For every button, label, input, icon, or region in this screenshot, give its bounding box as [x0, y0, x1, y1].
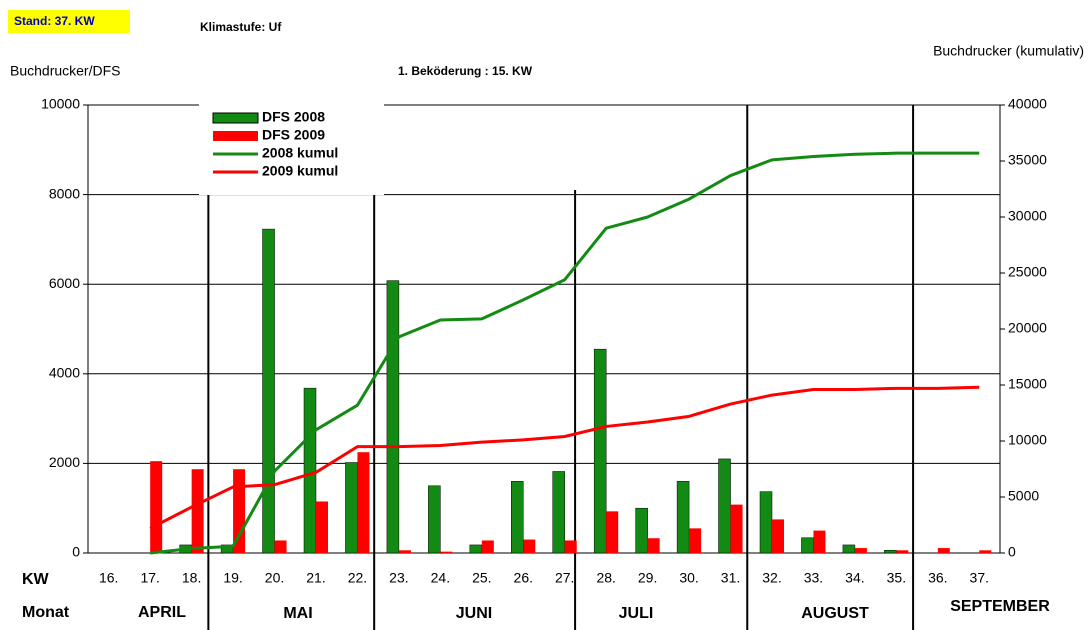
x-tick-label: 32.: [762, 570, 781, 586]
bar: [801, 537, 814, 554]
x-tick-label: 20.: [265, 570, 284, 586]
y2-tick-label: 5000: [1008, 488, 1039, 504]
bar: [345, 462, 358, 554]
legend-swatch: [212, 112, 259, 124]
y-tick-label: 10000: [41, 96, 80, 112]
bar: [481, 540, 494, 553]
x-tick-label: 21.: [306, 570, 325, 586]
bar: [854, 548, 867, 553]
month-name: JULI: [619, 605, 654, 622]
bar: [593, 348, 607, 554]
bar: [759, 491, 773, 554]
bar: [842, 544, 856, 554]
bar: [386, 280, 400, 554]
y-tick-label: 8000: [49, 185, 80, 201]
x-tick-label: 29.: [638, 570, 657, 586]
legend-label: DFS 2009: [262, 127, 325, 143]
bar: [191, 469, 204, 553]
bar: [150, 461, 163, 553]
bar: [552, 471, 565, 554]
bar: [303, 387, 317, 554]
bar: [884, 550, 897, 554]
bar: [357, 452, 370, 553]
legend-label: 2008 kumul: [262, 145, 338, 161]
bar: [274, 540, 287, 553]
x-tick-label: 17.: [140, 570, 159, 586]
y2-tick-label: 15000: [1008, 376, 1047, 392]
month-name: MAI: [283, 605, 312, 622]
bar: [564, 540, 577, 553]
y2-tick-label: 10000: [1008, 432, 1047, 448]
y2-tick-label: 0: [1008, 544, 1016, 560]
y2-tick-label: 35000: [1008, 152, 1047, 168]
legend-label: DFS 2008: [262, 109, 325, 125]
bar: [523, 539, 536, 553]
month-name: APRIL: [138, 604, 186, 621]
bar: [469, 544, 483, 554]
y-axis-label: Buchdrucker/DFS: [10, 63, 120, 79]
subtitle: 1. Beköderung : 15. KW: [398, 64, 533, 78]
stand: Stand: 37. KW: [14, 14, 95, 28]
bar: [440, 551, 453, 553]
bar: [606, 511, 619, 553]
kw-label: KW: [22, 571, 50, 588]
bar: [428, 485, 441, 554]
y-tick-label: 2000: [49, 454, 80, 470]
x-tick-label: 35.: [887, 570, 906, 586]
month-name: SEPTEMBER: [950, 598, 1050, 615]
x-tick-label: 26.: [514, 570, 533, 586]
bar: [896, 550, 909, 553]
y2-tick-label: 40000: [1008, 96, 1047, 112]
bar: [398, 550, 411, 553]
bar: [718, 458, 731, 554]
x-tick-label: 16.: [99, 570, 118, 586]
x-tick-label: 23.: [389, 570, 408, 586]
bar: [772, 519, 784, 553]
x-tick-label: 22.: [348, 570, 367, 586]
stand-box: [8, 10, 130, 33]
month-name: JUNI: [456, 605, 492, 622]
x-tick-label: 25.: [472, 570, 491, 586]
bar: [937, 548, 950, 553]
bar: [979, 550, 992, 553]
bar: [262, 228, 275, 554]
y2-tick-label: 20000: [1008, 320, 1047, 336]
x-tick-label: 28.: [596, 570, 615, 586]
x-tick-label: 31.: [721, 570, 740, 586]
bar: [316, 501, 328, 553]
bar: [647, 538, 660, 553]
x-tick-label: 24.: [431, 570, 450, 586]
y-tick-label: 4000: [49, 365, 80, 381]
line: [149, 385, 980, 530]
bar: [676, 481, 690, 554]
bar: [635, 507, 648, 554]
y-tick-label: 6000: [49, 275, 80, 291]
x-tick-label: 18.: [182, 570, 201, 586]
bar: [689, 528, 702, 553]
x-tick-label: 19.: [223, 570, 242, 586]
y2-axis-label: Buchdrucker (kumulativ): [933, 43, 1084, 59]
legend-swatch: [213, 131, 258, 141]
month-name: AUGUST: [801, 605, 869, 622]
x-tick-label: 33.: [804, 570, 823, 586]
month-label: Monat: [22, 604, 70, 621]
klimastufe: Klimastufe: Uf: [200, 20, 282, 34]
legend-label: 2009 kumul: [262, 163, 338, 179]
bar: [813, 530, 826, 553]
y2-tick-label: 30000: [1008, 208, 1047, 224]
y-tick-label: 0: [72, 544, 80, 560]
x-tick-label: 34.: [845, 570, 864, 586]
x-tick-label: 36.: [928, 570, 947, 586]
bar: [730, 504, 743, 553]
bar: [511, 481, 524, 554]
x-tick-label: 37.: [970, 570, 989, 586]
x-tick-label: 30.: [679, 570, 698, 586]
x-tick-label: 27.: [555, 570, 574, 586]
y2-tick-label: 25000: [1008, 264, 1047, 280]
line: [150, 151, 980, 555]
